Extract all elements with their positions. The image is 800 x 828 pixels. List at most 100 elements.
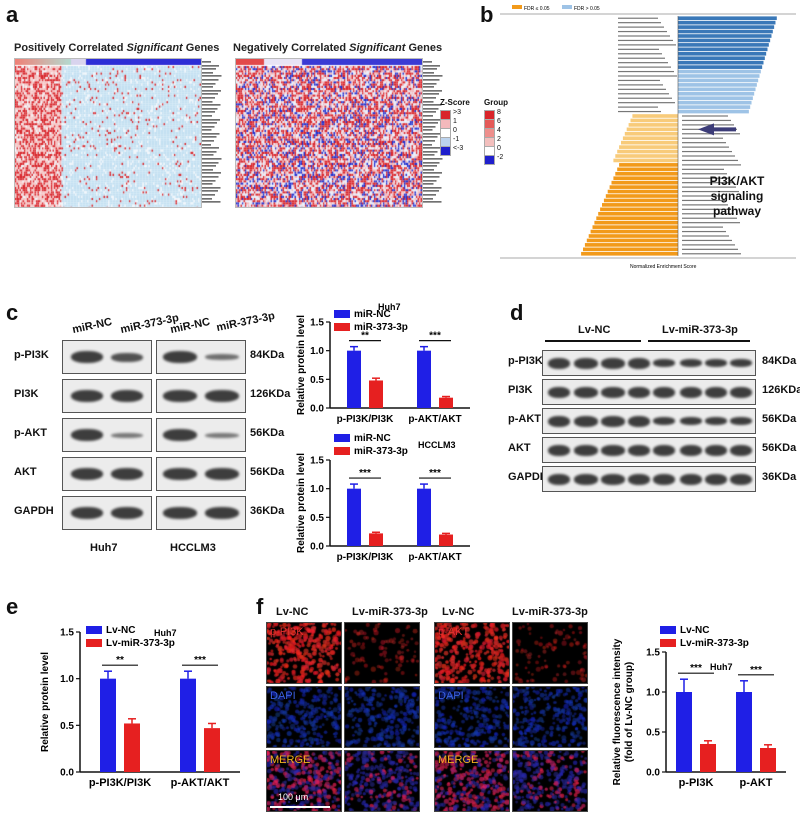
gene-label-placeholder bbox=[423, 147, 445, 149]
fluorescence-image bbox=[344, 686, 420, 748]
bar bbox=[760, 748, 776, 772]
heatmap-positive-title-suffix: Genes bbox=[182, 42, 220, 54]
b-term-label-placeholder bbox=[682, 253, 741, 255]
b-enrichment-bar bbox=[622, 136, 678, 141]
gene-label-placeholder bbox=[423, 165, 445, 167]
gene-label-placeholder bbox=[423, 154, 445, 156]
y-tick-label: 1.0 bbox=[310, 346, 324, 357]
f-header-lvnc-1: Lv-NC bbox=[276, 606, 309, 618]
gene-label-placeholder bbox=[423, 107, 445, 110]
x-category-label: p-PI3K/PI3K bbox=[89, 777, 151, 789]
b-term-label-placeholder bbox=[682, 208, 731, 210]
blot-strip bbox=[156, 457, 246, 491]
protein-band bbox=[71, 390, 103, 402]
significance-label: *** bbox=[194, 655, 206, 666]
group-tick-label: 8 bbox=[497, 109, 501, 116]
protein-band bbox=[680, 444, 702, 456]
gene-label-placeholder bbox=[202, 172, 224, 174]
d-group-lvmir: Lv-miR-373-3p bbox=[662, 324, 738, 336]
fluorescence-image: DAPI bbox=[434, 686, 510, 748]
b-term-label-placeholder bbox=[682, 195, 722, 197]
gene-label-placeholder bbox=[202, 100, 224, 102]
protein-band bbox=[653, 386, 675, 398]
b-term-label-placeholder bbox=[682, 142, 726, 144]
b-term-label-placeholder bbox=[618, 30, 667, 33]
fluorescence-image-canvas bbox=[435, 623, 509, 683]
b-term-label-placeholder bbox=[618, 35, 670, 37]
b-term-label-placeholder bbox=[618, 84, 663, 86]
protein-band bbox=[730, 359, 752, 367]
b-enrichment-bar bbox=[678, 83, 757, 87]
pathway-annotation-line1: PI3K/AKT bbox=[709, 174, 765, 188]
significance-label: ** bbox=[116, 655, 124, 666]
gene-label-placeholder bbox=[202, 143, 224, 146]
chart-title: HCCLM3 bbox=[418, 440, 456, 450]
b-enrichment-bar bbox=[678, 25, 775, 29]
chart-title: Huh7 bbox=[154, 628, 177, 638]
gene-label-placeholder bbox=[202, 79, 224, 81]
b-enrichment-bar bbox=[602, 203, 678, 207]
gene-label-placeholder bbox=[423, 104, 445, 106]
gene-label-placeholder bbox=[202, 71, 224, 74]
protein-band bbox=[705, 359, 727, 367]
legend-label: miR-NC bbox=[354, 309, 391, 320]
blot-row-label: GAPDH bbox=[508, 471, 548, 483]
protein-band bbox=[628, 473, 650, 485]
y-tick-label: 1.5 bbox=[310, 318, 324, 329]
gene-label-placeholder bbox=[423, 64, 445, 67]
b-term-label-placeholder bbox=[618, 106, 658, 108]
b-legend-swatch-2 bbox=[562, 5, 572, 9]
b-enrichment-bar bbox=[615, 154, 678, 158]
b-enrichment-bar bbox=[678, 74, 760, 78]
blot-strip bbox=[156, 496, 246, 530]
protein-band bbox=[163, 429, 197, 441]
c-lane-label-1: miR-NC bbox=[71, 315, 114, 337]
protein-band bbox=[205, 507, 239, 519]
gene-label-placeholder bbox=[423, 186, 445, 189]
fluorescence-image-canvas bbox=[345, 687, 419, 747]
b-term-label-placeholder bbox=[682, 244, 735, 246]
fluorescence-image bbox=[512, 622, 588, 684]
protein-band bbox=[680, 473, 702, 485]
fluorescence-image-canvas bbox=[513, 751, 587, 811]
gene-label-placeholder bbox=[202, 93, 224, 95]
significance-label: *** bbox=[429, 468, 441, 479]
y-tick-label: 0.0 bbox=[310, 404, 324, 415]
gene-label-placeholder bbox=[423, 143, 445, 146]
b-enrichment-bar bbox=[590, 229, 678, 234]
kda-label: 56KDa bbox=[250, 466, 285, 478]
b-enrichment-bar bbox=[583, 247, 678, 252]
b-term-label-placeholder bbox=[682, 164, 741, 166]
b-enrichment-bar bbox=[596, 216, 678, 221]
gene-label-placeholder bbox=[423, 115, 445, 117]
protein-band bbox=[628, 386, 650, 398]
blot-strip bbox=[542, 379, 756, 405]
protein-band bbox=[653, 417, 675, 425]
protein-band bbox=[730, 417, 752, 425]
protein-band bbox=[111, 390, 143, 402]
blot-strip bbox=[156, 379, 246, 413]
c-cell-line-hcclm3: HCCLM3 bbox=[170, 542, 216, 554]
gene-label-placeholder bbox=[202, 201, 224, 203]
gene-label-placeholder bbox=[423, 89, 445, 92]
b-enrichment-bar bbox=[678, 96, 753, 101]
gene-label-placeholder bbox=[423, 125, 445, 128]
heatmap-negative-title-suffix: Genes bbox=[405, 42, 443, 54]
gene-label-placeholder bbox=[423, 129, 445, 131]
b-term-label-placeholder bbox=[682, 230, 726, 233]
significance-label: *** bbox=[359, 468, 371, 479]
legend-label: Lv-miR-373-3p bbox=[106, 638, 175, 649]
heatmap-negative bbox=[235, 58, 423, 208]
significance-label: ** bbox=[361, 331, 369, 342]
fluorescence-image-canvas bbox=[513, 623, 587, 683]
protein-band bbox=[574, 473, 598, 485]
b-term-label-placeholder bbox=[682, 204, 728, 206]
protein-band bbox=[730, 386, 752, 398]
b-term-label-placeholder bbox=[682, 137, 723, 139]
y-tick-label: 0.0 bbox=[310, 542, 324, 553]
y-tick-label: 0.5 bbox=[646, 728, 660, 739]
protein-band bbox=[205, 432, 239, 438]
protein-band bbox=[548, 415, 570, 427]
b-enrichment-bar bbox=[584, 243, 678, 247]
gene-label-placeholder bbox=[202, 194, 224, 196]
